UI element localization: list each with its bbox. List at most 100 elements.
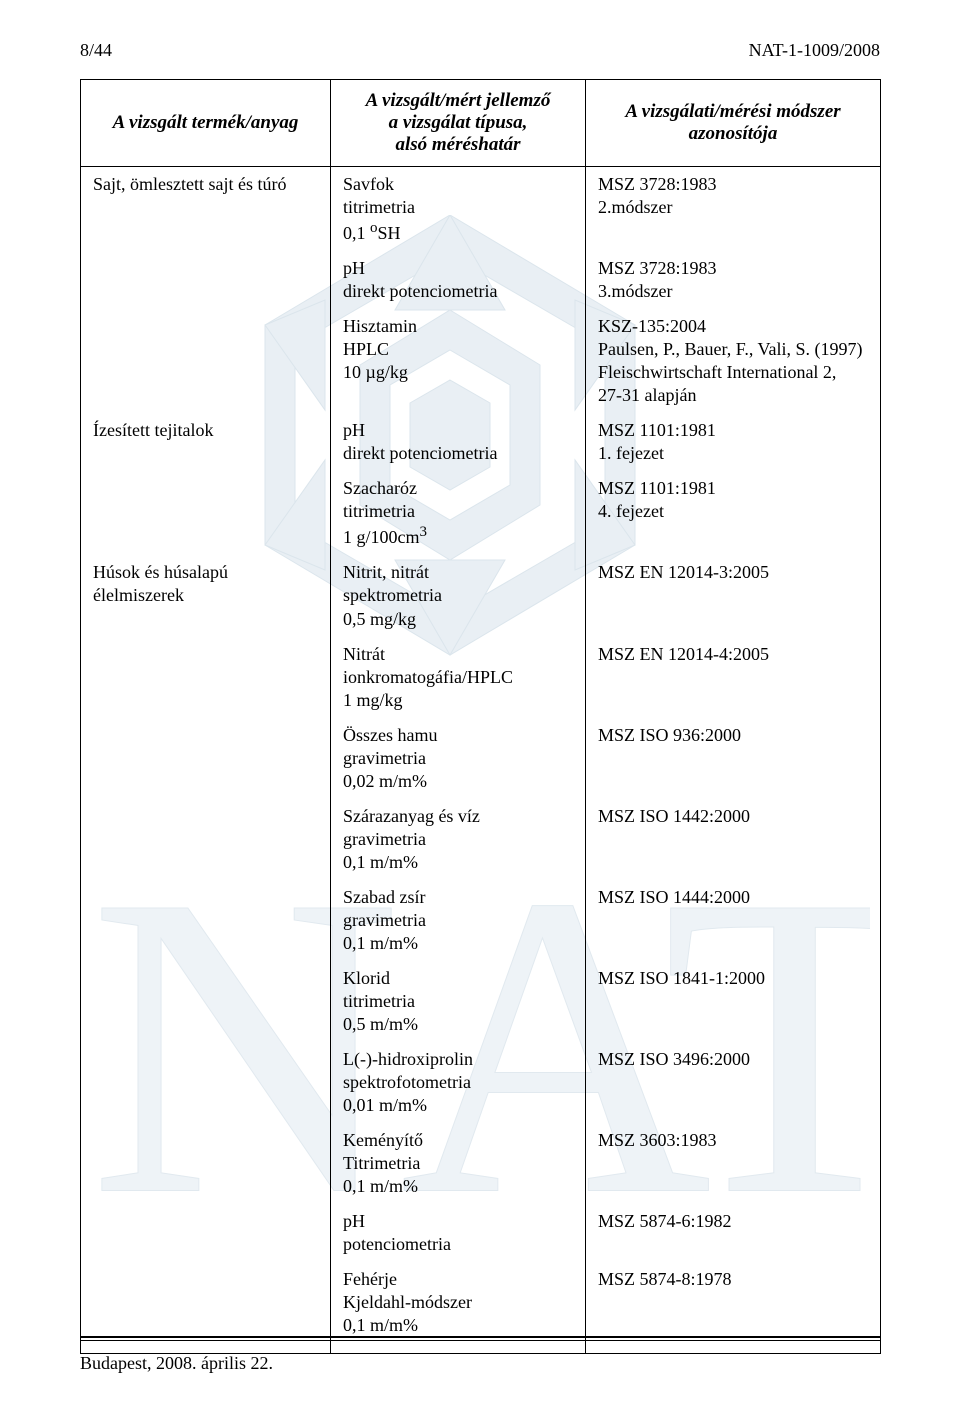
cell-param: FehérjeKjeldahl-módszer0,1 m/m% xyxy=(331,1262,586,1354)
table-row: pHpotenciometria MSZ 5874-6:1982 xyxy=(81,1204,881,1262)
param-line: HPLC xyxy=(343,338,573,361)
param-line: 0,5 m/m% xyxy=(343,1013,573,1036)
table-row: Kloridtitrimetria0,5 m/m%MSZ ISO 1841-1:… xyxy=(81,961,881,1042)
cell-param: pHdirekt potenciometria xyxy=(331,413,586,471)
table-row: KeményítőTitrimetria0,1 m/m% MSZ 3603:198… xyxy=(81,1123,881,1204)
cell-method: MSZ ISO 1841-1:2000 xyxy=(586,961,881,1042)
page-header: 8/44 NAT-1-1009/2008 xyxy=(80,40,880,61)
footer-text: Budapest, 2008. április 22. xyxy=(80,1353,273,1374)
param-line: 0,1 m/m% xyxy=(343,1175,573,1198)
param-line: 0,1 m/m% xyxy=(343,1314,573,1337)
method-line: MSZ 1101:1981 xyxy=(598,419,868,442)
cell-method: MSZ 5874-8:1978 xyxy=(586,1262,881,1354)
col-header-param: A vizsgált/mért jellemző a vizsgálat típ… xyxy=(331,80,586,167)
cell-method: MSZ 1101:19814. fejezet xyxy=(586,471,881,555)
cell-param: HisztaminHPLC10 µg/kg xyxy=(331,309,586,413)
cell-product: Húsok és húsalapú élelmiszerek xyxy=(81,555,331,636)
table-row: HisztaminHPLC10 µg/kgKSZ-135:2004Paulsen… xyxy=(81,309,881,413)
param-line: 0,01 m/m% xyxy=(343,1094,573,1117)
param-line: spektrofotometria xyxy=(343,1071,573,1094)
method-line: 27-31 alapján xyxy=(598,384,868,407)
cell-method: MSZ ISO 1444:2000 xyxy=(586,880,881,961)
col-header-method: A vizsgálati/mérési módszer azonosítója xyxy=(586,80,881,167)
cell-param: Nitrátionkromatogáfia/HPLC1 mg/kg xyxy=(331,637,586,718)
product-label: Húsok és húsalapú élelmiszerek xyxy=(93,555,318,613)
cell-method: MSZ 5874-6:1982 xyxy=(586,1204,881,1262)
method-line: MSZ 3728:1983 xyxy=(598,257,868,280)
param-line: L(-)-hidroxiprolin xyxy=(343,1048,573,1071)
param-line: direkt potenciometria xyxy=(343,442,573,465)
method-line: MSZ 3603:1983 xyxy=(598,1129,868,1152)
param-line: 0,1 m/m% xyxy=(343,851,573,874)
cell-method: MSZ EN 12014-4:2005 xyxy=(586,637,881,718)
param-line: titrimetria xyxy=(343,196,573,219)
table-row: Összes hamugravimetria0,02 m/m% MSZ ISO 9… xyxy=(81,718,881,799)
cell-method: MSZ ISO 936:2000 xyxy=(586,718,881,799)
param-line: 10 µg/kg xyxy=(343,361,573,384)
param-line: Kjeldahl-módszer xyxy=(343,1291,573,1314)
method-line: MSZ 5874-6:1982 xyxy=(598,1210,868,1233)
table-row: L(-)-hidroxiprolinspektrofotometria 0,01… xyxy=(81,1042,881,1123)
param-line: direkt potenciometria xyxy=(343,280,573,303)
cell-param: KeményítőTitrimetria0,1 m/m% xyxy=(331,1123,586,1204)
cell-method: MSZ 3728:19832.módszer xyxy=(586,167,881,252)
cell-product xyxy=(81,471,331,555)
method-line: MSZ EN 12014-3:2005 xyxy=(598,561,868,584)
method-line: Fleischwirtschaft International 2, xyxy=(598,361,868,384)
cell-method: MSZ EN 12014-3:2005 xyxy=(586,555,881,636)
table-row: Húsok és húsalapú élelmiszerekNitrit, ni… xyxy=(81,555,881,636)
page-number: 8/44 xyxy=(80,40,112,61)
param-line: Szabad zsír xyxy=(343,886,573,909)
method-line: MSZ 1101:1981 xyxy=(598,477,868,500)
method-line: 1. fejezet xyxy=(598,442,868,465)
method-line: Paulsen, P., Bauer, F., Vali, S. (1997) xyxy=(598,338,868,361)
cell-product xyxy=(81,718,331,799)
param-line: gravimetria xyxy=(343,747,573,770)
cell-method: MSZ 3603:1983 xyxy=(586,1123,881,1204)
param-line: 0,5 mg/kg xyxy=(343,608,573,631)
method-line: MSZ EN 12014-4:2005 xyxy=(598,643,868,666)
param-line: gravimetria xyxy=(343,909,573,932)
cell-param: L(-)-hidroxiprolinspektrofotometria 0,01… xyxy=(331,1042,586,1123)
method-line: 2.módszer xyxy=(598,196,868,219)
param-line: Hisztamin xyxy=(343,315,573,338)
cell-product xyxy=(81,1123,331,1204)
param-line: Összes hamu xyxy=(343,724,573,747)
method-line: MSZ ISO 1444:2000 xyxy=(598,886,868,909)
cell-method: MSZ 3728:19833.módszer xyxy=(586,251,881,309)
param-line: potenciometria xyxy=(343,1233,573,1256)
method-line: MSZ ISO 3496:2000 xyxy=(598,1048,868,1071)
doc-number: NAT-1-1009/2008 xyxy=(749,40,880,61)
cell-param: Kloridtitrimetria0,5 m/m% xyxy=(331,961,586,1042)
cell-param: Összes hamugravimetria0,02 m/m% xyxy=(331,718,586,799)
param-line: titrimetria xyxy=(343,500,573,523)
method-line: 3.módszer xyxy=(598,280,868,303)
cell-param: pHdirekt potenciometria xyxy=(331,251,586,309)
param-line: Szacharóz xyxy=(343,477,573,500)
param-line: 0,1 m/m% xyxy=(343,932,573,955)
method-line: MSZ ISO 936:2000 xyxy=(598,724,868,747)
cell-product xyxy=(81,799,331,880)
product-label: Sajt, ömlesztett sajt és túró xyxy=(93,167,318,202)
method-line: MSZ 5874-8:1978 xyxy=(598,1268,868,1291)
cell-method: KSZ-135:2004Paulsen, P., Bauer, F., Vali… xyxy=(586,309,881,413)
param-line: pH xyxy=(343,1210,573,1233)
table-row: Nitrátionkromatogáfia/HPLC1 mg/kg MSZ EN … xyxy=(81,637,881,718)
param-line: 1 mg/kg xyxy=(343,689,573,712)
cell-method: MSZ ISO 3496:2000 xyxy=(586,1042,881,1123)
param-line: pH xyxy=(343,419,573,442)
table-row: Szárazanyag és vízgravimetria0,1 m/m%MSZ… xyxy=(81,799,881,880)
param-line: ionkromatogáfia/HPLC xyxy=(343,666,573,689)
cell-param: Nitrit, nitrátspektrometria0,5 mg/kg xyxy=(331,555,586,636)
param-line: spektrometria xyxy=(343,584,573,607)
method-line: 4. fejezet xyxy=(598,500,868,523)
table-row: pHdirekt potenciometriaMSZ 3728:19833.mó… xyxy=(81,251,881,309)
param-line: Klorid xyxy=(343,967,573,990)
param-line: Nitrit, nitrát xyxy=(343,561,573,584)
param-line: Titrimetria xyxy=(343,1152,573,1175)
param-line: Savfok xyxy=(343,173,573,196)
product-label: Ízesített tejitalok xyxy=(93,413,318,448)
cell-product: Sajt, ömlesztett sajt és túró xyxy=(81,167,331,252)
param-line: 1 g/100cm3 xyxy=(343,523,573,549)
cell-product xyxy=(81,1204,331,1262)
